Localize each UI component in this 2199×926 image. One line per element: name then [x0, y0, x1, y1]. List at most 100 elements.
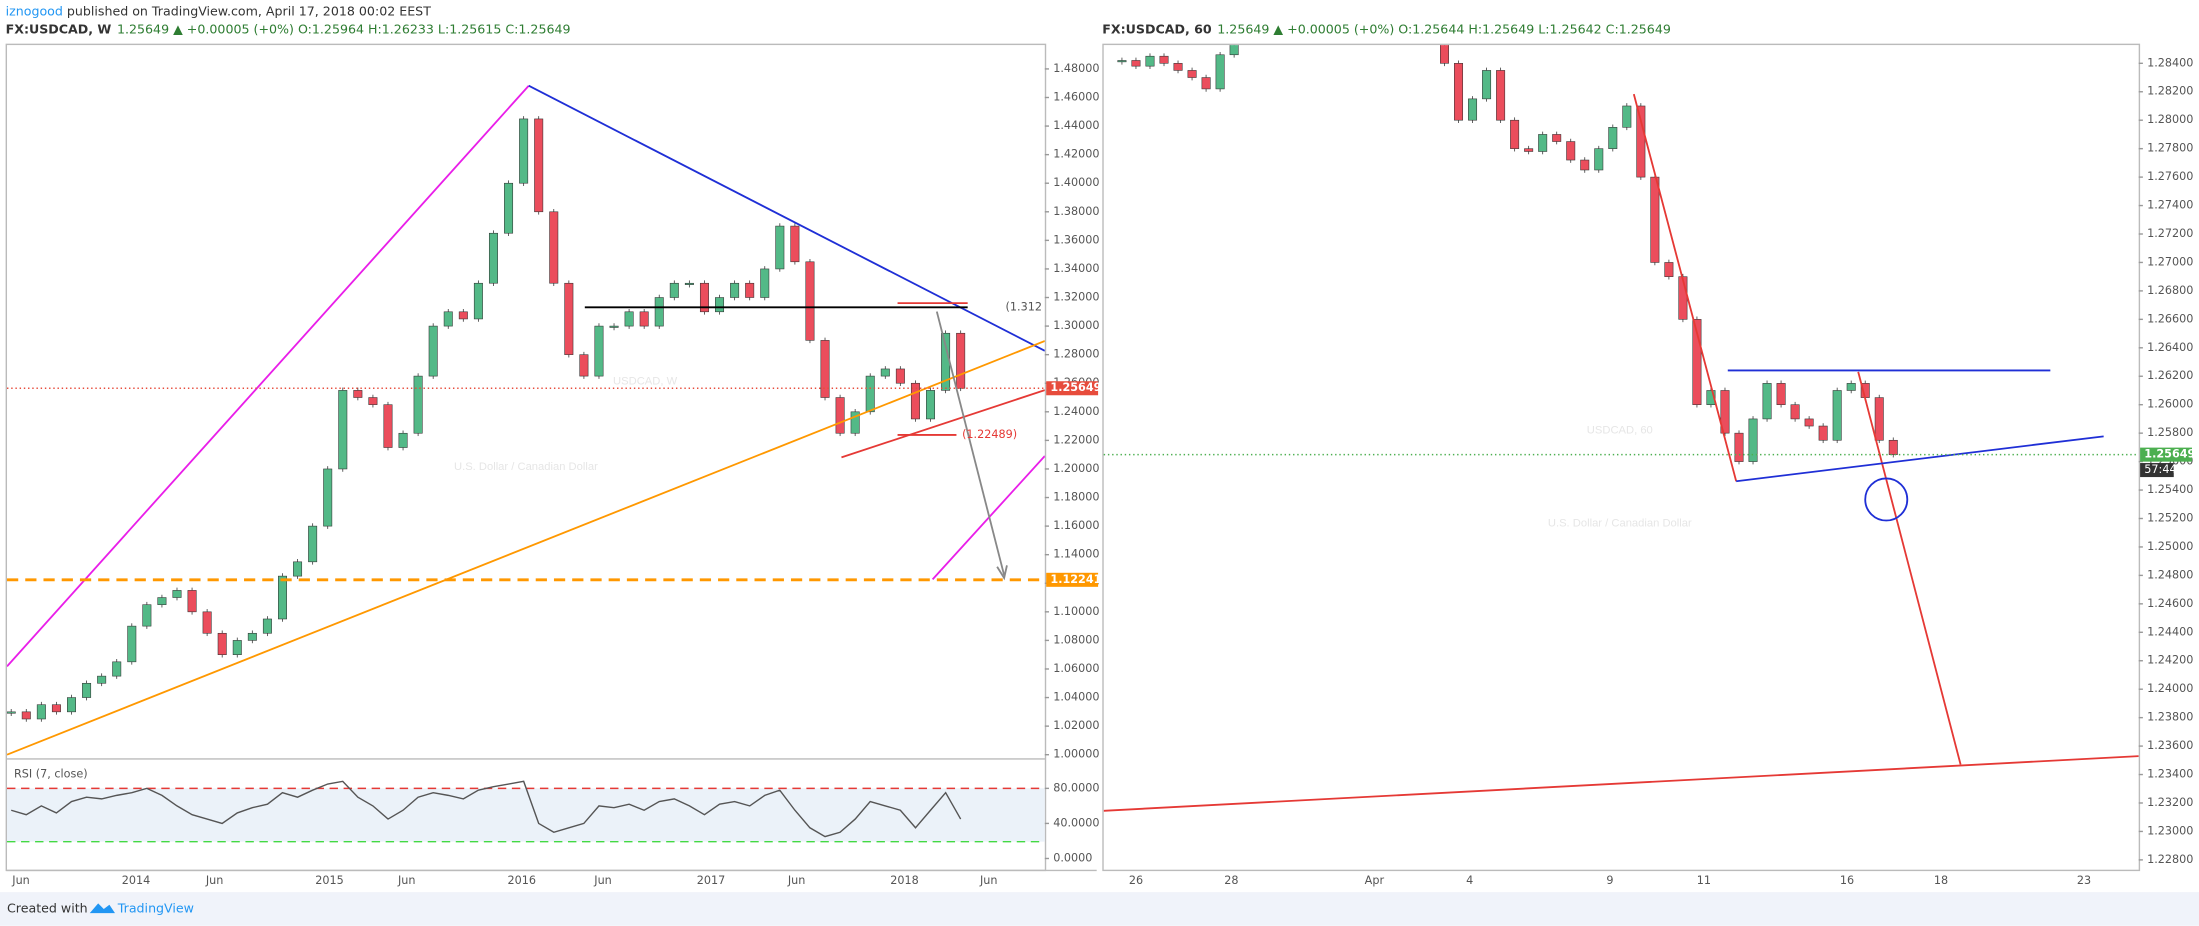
author[interactable]: iznogood — [6, 3, 63, 18]
rsi-tick-label: 40.0000 — [1053, 816, 1099, 829]
y-tick-label: 1.08000 — [1053, 633, 1099, 646]
candle — [398, 432, 408, 448]
candle — [67, 697, 76, 713]
candle — [51, 704, 61, 713]
x-tick-label: Jun — [205, 874, 224, 887]
y-tick-label: 1.24600 — [2147, 597, 2193, 610]
candle — [1692, 319, 1702, 405]
left-drawings — [7, 84, 1045, 756]
y-tick-label: 1.24000 — [1053, 405, 1099, 418]
candle — [504, 182, 514, 234]
candle — [956, 332, 966, 389]
y-tick-label: 1.20000 — [1053, 462, 1099, 475]
candle — [1664, 262, 1674, 277]
y-tick-label: 1.24400 — [2147, 625, 2193, 638]
y-tick-label: 1.10000 — [1053, 605, 1099, 618]
rsi-label: RSI (7, close) — [14, 767, 88, 780]
watermark-subtitle: U.S. Dollar / Canadian Dollar — [1548, 517, 1692, 529]
candle — [1804, 418, 1814, 427]
price-tag — [1046, 572, 1099, 587]
y-tick-label: 1.00000 — [1053, 748, 1099, 761]
candle — [1720, 390, 1730, 434]
candle — [202, 611, 212, 634]
candle — [1874, 397, 1884, 441]
candle — [187, 590, 197, 613]
circle — [1864, 477, 1909, 522]
candle — [1636, 105, 1646, 178]
candle — [745, 282, 755, 298]
y-tick-label: 1.25400 — [2147, 483, 2193, 496]
candle — [805, 261, 815, 341]
candle — [1776, 383, 1786, 405]
y-tick-label: 1.24800 — [2147, 568, 2193, 581]
y-tick-label: 1.27400 — [2147, 199, 2193, 212]
symbol: FX:USDCAD, W — [6, 21, 112, 36]
candle — [1888, 439, 1898, 455]
candle — [36, 704, 46, 720]
rsi-tick-label: 0.0000 — [1053, 851, 1092, 864]
y-tick-label: 1.18000 — [1053, 491, 1099, 504]
price-tag-label: 1.25649 — [1050, 381, 1101, 394]
candle — [172, 590, 182, 598]
candle — [443, 311, 453, 327]
candle — [699, 282, 709, 313]
price-tag — [2140, 447, 2192, 462]
x-tick-label: Jun — [11, 874, 30, 887]
candle — [112, 661, 122, 677]
candle — [1594, 148, 1604, 171]
candle — [1846, 383, 1856, 391]
rsi-tick-label: 80.0000 — [1053, 781, 1099, 794]
x-tick-label: 2016 — [507, 874, 536, 887]
y-tick-label: 1.28000 — [2147, 113, 2193, 126]
candle — [730, 282, 740, 298]
candle — [790, 225, 800, 263]
candle — [21, 711, 31, 720]
y-tick-label: 1.44000 — [1053, 119, 1099, 132]
x-tick-label: 18 — [1934, 874, 1948, 887]
candle — [1187, 70, 1197, 78]
candle — [910, 382, 920, 420]
candle — [127, 625, 137, 663]
y-tick-label: 1.25000 — [2147, 540, 2193, 553]
x-tick-label: 23 — [2077, 874, 2091, 887]
header: iznogood published on TradingView.com, A… — [6, 3, 432, 18]
annotation: (1.312 — [1006, 300, 1042, 313]
left-plot — [7, 116, 966, 722]
y-tick-label: 1.30000 — [1053, 319, 1099, 332]
x-tick-label: 11 — [1697, 874, 1711, 887]
x-tick-label: Jun — [979, 874, 998, 887]
candle — [1454, 63, 1464, 121]
y-tick-label: 1.26800 — [2147, 284, 2193, 297]
x-tick-label: 16 — [1840, 874, 1854, 887]
candle — [1762, 383, 1772, 420]
x-tick-label: 2018 — [890, 874, 919, 887]
candle — [609, 325, 619, 328]
y-tick-label: 1.27200 — [2147, 227, 2193, 240]
y-tick-label: 1.28000 — [1053, 348, 1099, 361]
y-tick-label: 1.22800 — [2147, 853, 2193, 866]
y-tick-label: 1.22000 — [1053, 433, 1099, 446]
candle — [1566, 141, 1576, 161]
x-tick-label: 9 — [1606, 874, 1613, 887]
y-tick-label: 1.26200 — [2147, 369, 2193, 382]
candle — [1580, 159, 1590, 171]
footer — [0, 892, 2199, 926]
candle — [353, 390, 363, 398]
arrow — [935, 311, 1006, 576]
y-tick-label: 1.25800 — [2147, 426, 2193, 439]
footer-text: Created with — [7, 900, 88, 915]
footer-brand[interactable]: TradingView — [117, 900, 194, 915]
candle — [308, 525, 318, 563]
y-tick-label: 1.32000 — [1053, 291, 1099, 304]
quote: 1.25649 ▲ +0.00005 (+0%) O:1.25964 H:1.2… — [117, 21, 571, 36]
candle — [865, 375, 875, 413]
candle — [1510, 119, 1520, 149]
trend-line — [1103, 755, 2139, 812]
rsi-line — [11, 780, 962, 838]
rsi-band — [7, 788, 1045, 842]
price-tag — [1046, 381, 1099, 396]
candle — [1608, 127, 1618, 149]
trend-line — [7, 340, 1045, 756]
y-tick-label: 1.40000 — [1053, 176, 1099, 189]
candle — [428, 325, 438, 377]
